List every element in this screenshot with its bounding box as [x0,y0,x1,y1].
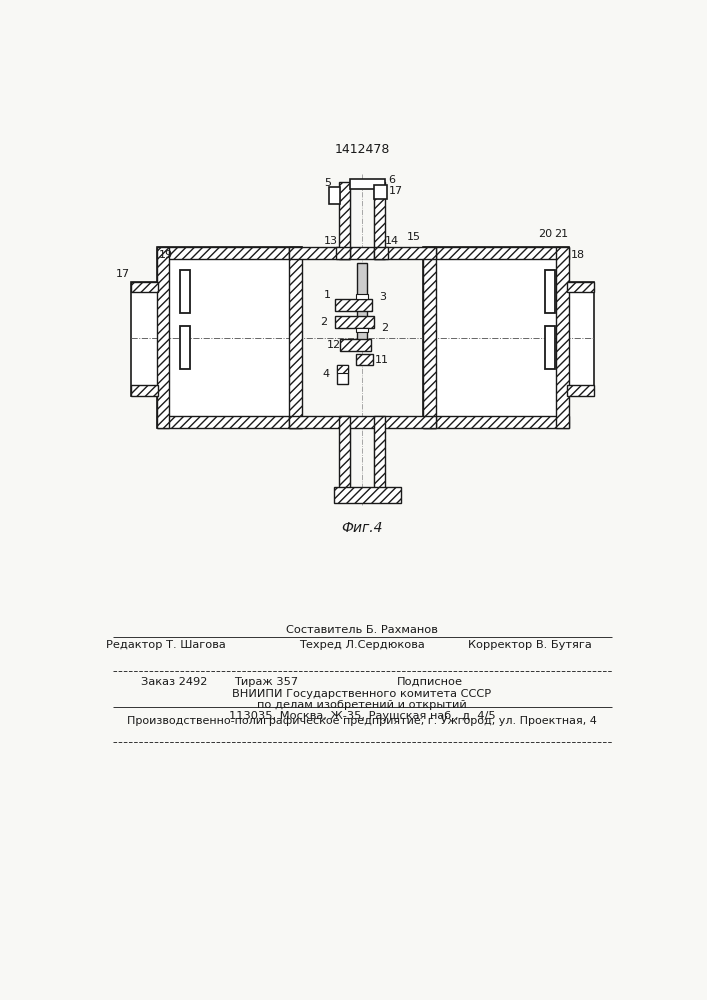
Bar [180,270,190,312]
Bar [131,385,158,396]
Text: 2: 2 [320,317,327,327]
Text: 13: 13 [324,236,338,246]
Text: Фиг.4: Фиг.4 [341,521,382,535]
Bar [156,247,301,259]
Text: Составитель Б. Рахманов: Составитель Б. Рахманов [286,625,438,635]
Bar [156,247,169,428]
Bar [335,299,372,311]
Text: 3: 3 [380,292,386,302]
Bar [180,326,190,369]
Bar [374,185,387,199]
Text: 17: 17 [116,269,130,279]
Text: 19: 19 [159,250,173,260]
Bar [156,247,301,428]
Text: Подписное: Подписное [397,677,462,687]
Bar [357,263,367,340]
Bar [356,328,368,332]
Bar [356,294,368,299]
Bar [566,385,594,396]
Bar [374,247,388,259]
Bar [131,282,158,292]
Bar [566,282,594,292]
Text: по делам изобретений и открытий: по делам изобретений и открытий [257,700,467,710]
Text: 5: 5 [325,178,332,188]
Bar [423,247,436,428]
Text: 2: 2 [381,323,388,333]
Bar [374,182,385,259]
Text: 1: 1 [324,290,331,300]
Text: Корректор В. Бутяга: Корректор В. Бутяга [468,640,592,650]
Bar [156,416,301,428]
Text: 12: 12 [327,340,341,350]
Text: 113035, Москва, Ж-35, Раушская наб., д. 4/5: 113035, Москва, Ж-35, Раушская наб., д. … [228,711,496,721]
Bar [423,247,569,259]
Bar [566,282,594,396]
Bar [356,354,373,365]
Text: 18: 18 [571,250,585,260]
Bar [340,339,371,351]
Bar [545,326,555,369]
Bar [349,179,385,189]
Bar [334,487,401,503]
Text: Редактор Т. Шагова: Редактор Т. Шагова [106,640,226,650]
Bar [545,270,555,312]
Text: 17: 17 [389,186,403,196]
Bar [423,416,569,428]
Text: 6: 6 [388,175,395,185]
Bar [337,365,348,373]
Bar [289,247,301,428]
Bar [556,247,569,428]
Text: 20: 20 [539,229,553,239]
Text: ВНИИПИ Государственного комитета СССР: ВНИИПИ Государственного комитета СССР [233,689,491,699]
Text: Тираж 357: Тираж 357 [235,677,298,687]
Bar [131,282,158,396]
Bar [329,187,340,204]
Text: 21: 21 [554,229,568,239]
Bar [289,416,436,428]
Text: 15: 15 [407,232,421,242]
Bar [423,247,569,428]
Bar [337,365,348,384]
Text: Заказ 2492: Заказ 2492 [141,677,207,687]
Text: 14: 14 [385,236,399,246]
Bar [339,182,349,259]
Bar [336,247,349,259]
Bar [335,316,373,328]
Bar [289,247,436,259]
Text: 1412478: 1412478 [334,143,390,156]
Text: 4: 4 [322,369,330,379]
Text: Производственно-полиграфическое предприятие, г. Ужгород, ул. Проектная, 4: Производственно-полиграфическое предприя… [127,716,597,726]
Text: 11: 11 [375,355,389,365]
Bar [374,416,385,497]
Bar [339,416,349,497]
Text: Техред Л.Сердюкова: Техред Л.Сердюкова [299,640,425,650]
